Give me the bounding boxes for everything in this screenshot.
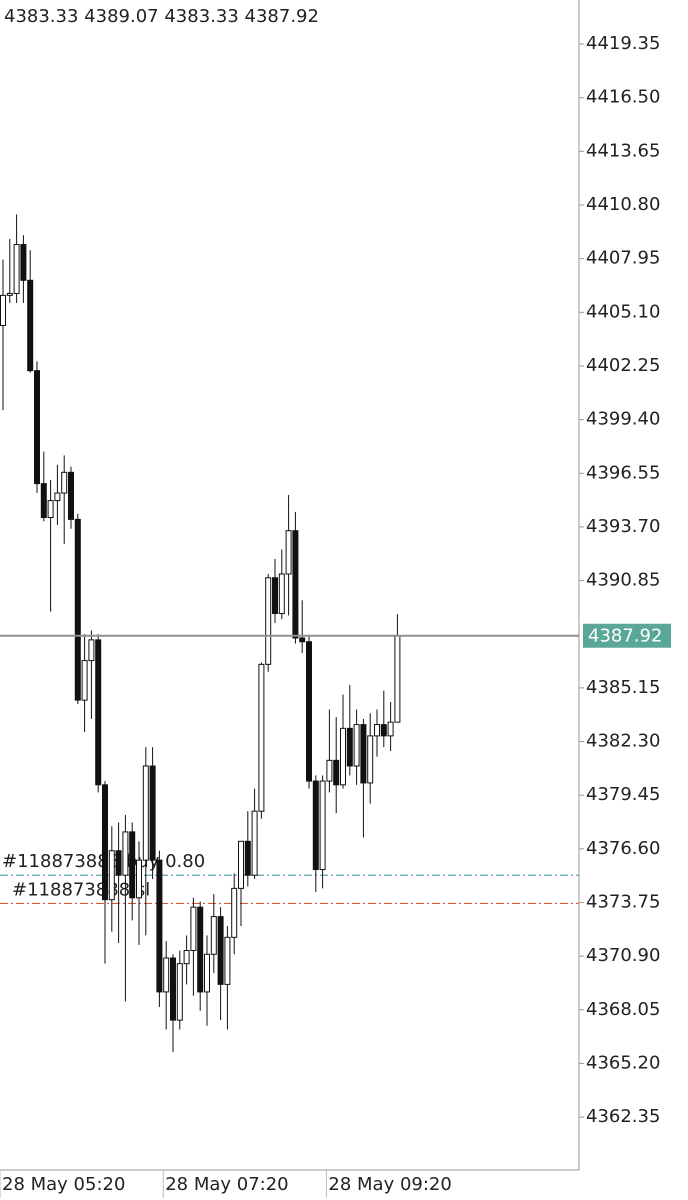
candle-body (272, 577, 278, 615)
candle-body (210, 916, 217, 955)
x-tick-label: 28 May 09:20 (328, 1174, 451, 1195)
candle-body (360, 724, 367, 784)
candle-body (197, 906, 204, 993)
y-tick-label: 4365.20 (586, 1052, 660, 1073)
y-tick-label: 4368.05 (586, 999, 660, 1020)
candle-body (34, 370, 40, 485)
y-tick-label: 4416.50 (586, 87, 660, 108)
y-tick-label: 4362.35 (586, 1106, 660, 1127)
candle-body (299, 637, 306, 643)
candle-body (231, 887, 238, 938)
candle-body (122, 831, 129, 876)
candle-body (47, 500, 54, 519)
order-label: #118873888 sl (12, 879, 150, 900)
candle-body (95, 639, 102, 786)
ohlc-low: 4383.33 (164, 6, 238, 27)
candle-body (20, 244, 27, 281)
candle-body (27, 279, 34, 372)
candle-body (13, 244, 20, 294)
candle-body (244, 840, 251, 876)
candle-body (176, 963, 183, 1021)
candle-body (353, 724, 360, 767)
candle-body (258, 663, 265, 812)
candle-body (81, 660, 88, 701)
candle-body (136, 859, 142, 899)
candle-body (6, 292, 13, 296)
x-tick-label: 28 May 07:20 (165, 1174, 288, 1195)
y-tick-label: 4385.15 (586, 677, 660, 698)
candle-body (285, 530, 292, 575)
candle-body (40, 483, 47, 519)
y-tick-label: 4419.35 (586, 33, 660, 54)
y-tick-label: 4370.90 (586, 945, 660, 966)
y-tick-label: 4376.60 (586, 838, 660, 859)
candle-body (251, 810, 258, 876)
candle-body (312, 780, 319, 871)
candle-body (0, 294, 6, 326)
y-tick-label: 4405.10 (586, 301, 660, 322)
y-tick-label: 4396.55 (586, 462, 660, 483)
candle-body (346, 727, 353, 767)
candle-body (306, 641, 312, 782)
candle-body (163, 957, 170, 993)
candle-body (149, 765, 156, 861)
candle-body (129, 831, 136, 899)
candle-body (74, 518, 81, 701)
candle-body (156, 859, 163, 993)
ohlc-high: 4389.07 (84, 6, 158, 27)
y-tick-label: 4413.65 (586, 140, 660, 161)
candle-body (142, 765, 149, 861)
y-tick-label: 4390.85 (586, 570, 660, 591)
ohlc-close: 4387.92 (245, 6, 319, 27)
candle-body (170, 957, 176, 1021)
candle-body (380, 724, 387, 737)
price-label: 4387.92 (588, 626, 662, 647)
price-label-bg (583, 623, 671, 648)
candle-body (224, 936, 231, 985)
candle-body (340, 727, 346, 786)
candle-body (319, 780, 326, 871)
ohlc-open: 4383.33 (4, 6, 78, 27)
candle-body (374, 724, 380, 737)
y-tick-label: 4373.75 (586, 891, 660, 912)
y-tick-label: 4402.25 (586, 355, 660, 376)
candle-body (102, 784, 108, 901)
candle-body (292, 530, 299, 639)
x-tick-label: 28 May 05:20 (2, 1174, 125, 1195)
candle-body (217, 916, 224, 985)
ohlc-header: 4383.33 4389.07 4383.33 4387.92 (4, 6, 319, 27)
candle-body (108, 850, 115, 901)
y-tick-label: 4399.40 (586, 409, 660, 430)
candle-body (88, 639, 95, 662)
candle-body (326, 759, 333, 782)
y-tick-label: 4407.95 (586, 248, 660, 269)
candle-body (190, 906, 197, 951)
candle-body (204, 953, 210, 993)
candle-body (54, 492, 61, 502)
candle-body (183, 949, 190, 965)
candle-body (61, 471, 68, 494)
y-tick-label: 4382.30 (586, 731, 660, 752)
candle-body (278, 573, 285, 615)
candle-body (265, 577, 272, 665)
y-tick-label: 4379.45 (586, 784, 660, 805)
candle-body (238, 840, 244, 889)
candle-body (68, 471, 74, 520)
y-tick-label: 4410.80 (586, 194, 660, 215)
candle-body (394, 635, 401, 723)
candle-body (115, 850, 122, 876)
candle-body (387, 721, 394, 737)
y-tick-label: 4393.70 (586, 516, 660, 537)
candle-body (333, 759, 340, 786)
candle-body (367, 735, 374, 784)
